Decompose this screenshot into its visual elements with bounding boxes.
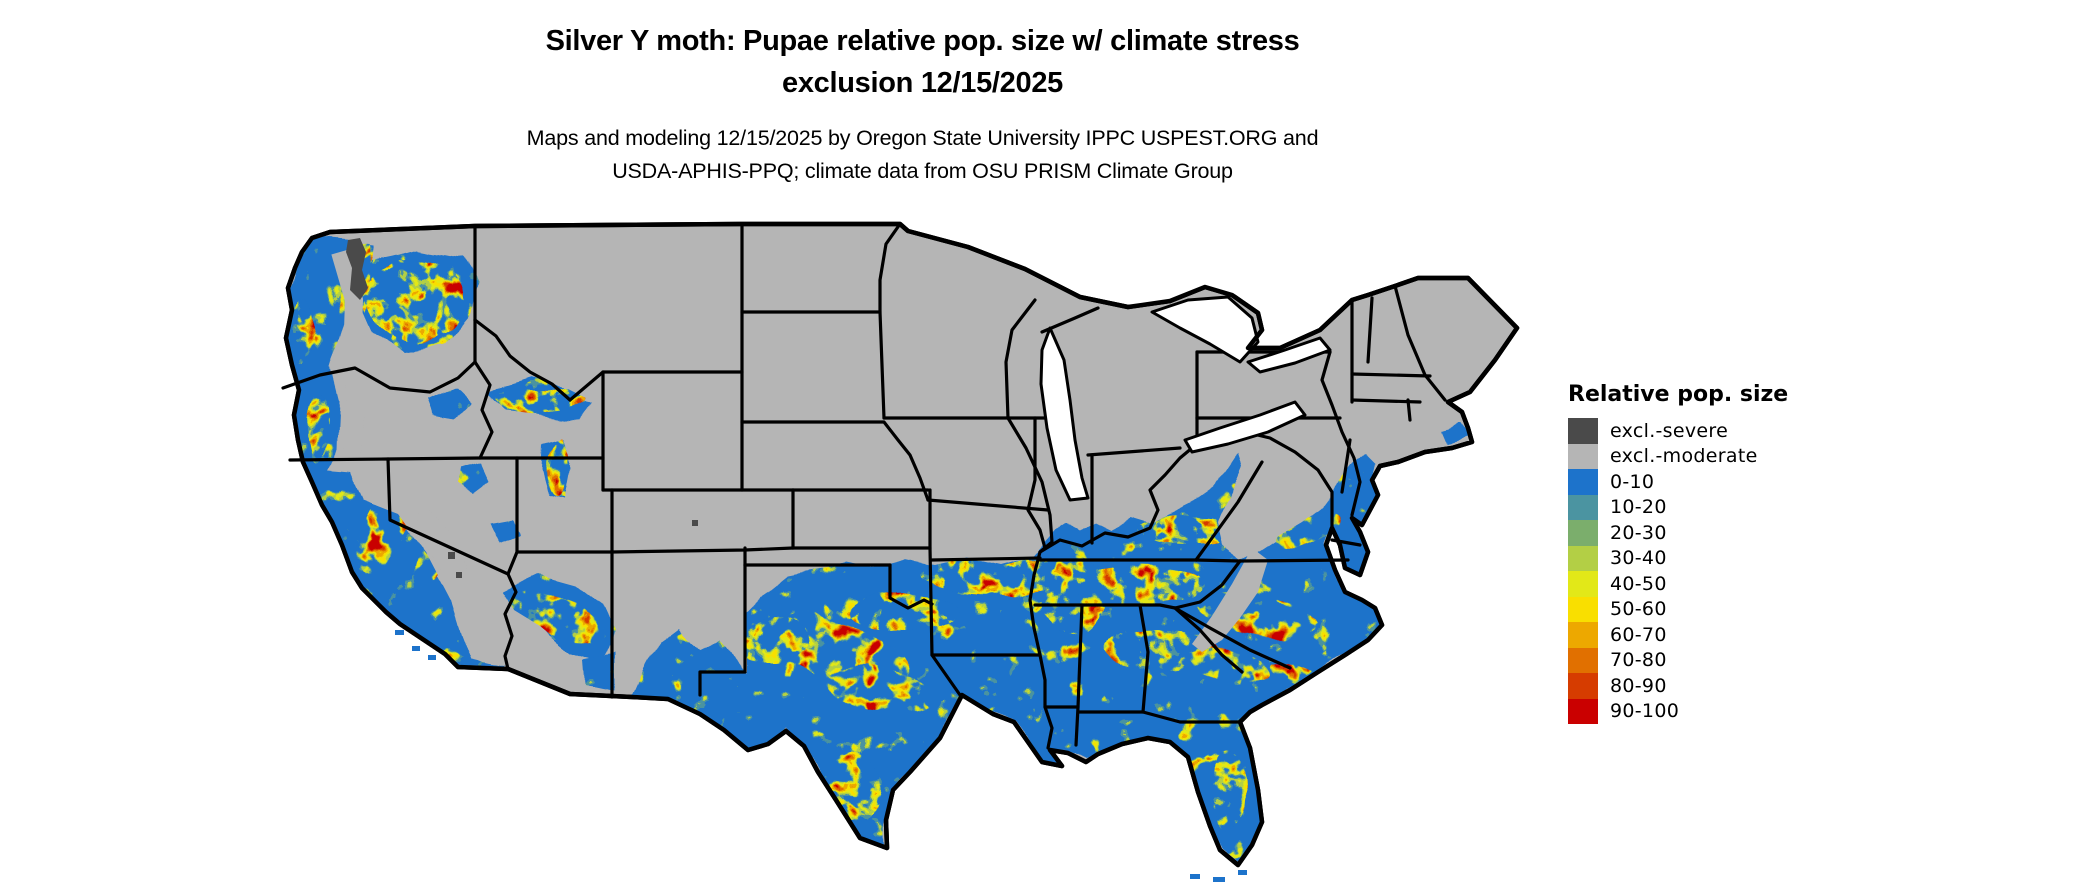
map-title-line2: exclusion 12/15/2025 (782, 67, 1063, 99)
legend-label: 50-60 (1610, 598, 1667, 621)
legend-item: 70-80 (1568, 647, 1788, 673)
legend-label: excl.-moderate (1610, 445, 1758, 468)
legend-item: 60-70 (1568, 622, 1788, 648)
legend-swatch-excl-moderate (1568, 443, 1598, 469)
lake-huron (1150, 295, 1260, 364)
legend-label: 80-90 (1610, 674, 1667, 697)
legend-item: 80-90 (1568, 673, 1788, 699)
legend-label: 70-80 (1610, 649, 1667, 672)
map-subtitle-line1: Maps and modeling 12/15/2025 by Oregon S… (526, 126, 1319, 150)
legend-item: 90-100 (1568, 698, 1788, 724)
legend-swatch-50-60 (1568, 596, 1598, 622)
legend-item: excl.-severe (1568, 418, 1788, 444)
legend-label: 60-70 (1610, 623, 1667, 646)
legend-swatch-20-30 (1568, 520, 1598, 546)
legend-label: 40-50 (1610, 572, 1667, 595)
lake-erie (1183, 400, 1307, 454)
legend-label: 0-10 (1610, 470, 1655, 493)
map-subtitle-line2: USDA-APHIS-PPQ; climate data from OSU PR… (612, 159, 1233, 183)
legend-label: excl.-severe (1610, 419, 1729, 442)
legend-swatch-excl-severe (1568, 418, 1598, 444)
state-borders (281, 222, 1447, 750)
legend-rows: excl.-severe excl.-moderate 0-10 10-20 2… (1568, 418, 1788, 724)
legend-swatch-90-100 (1568, 698, 1598, 724)
legend-item: 40-50 (1568, 571, 1788, 597)
great-lakes (905, 226, 1332, 502)
legend-item: excl.-moderate (1568, 443, 1788, 469)
legend-swatch-60-70 (1568, 622, 1598, 648)
legend-swatch-40-50 (1568, 571, 1598, 597)
legend-label: 90-100 (1610, 700, 1680, 723)
lake-ontario (1246, 336, 1332, 374)
legend-swatch-80-90 (1568, 673, 1598, 699)
header: Silver Y moth: Pupae relative pop. size … (0, 20, 1845, 188)
legend-label: 10-20 (1610, 496, 1667, 519)
legend-label: 20-30 (1610, 521, 1667, 544)
islands (395, 630, 1247, 882)
lake-superior (905, 226, 1238, 306)
legend-item: 0-10 (1568, 469, 1788, 495)
legend-swatch-30-40 (1568, 545, 1598, 571)
legend-item: 20-30 (1568, 520, 1788, 546)
legend-label: 30-40 (1610, 547, 1667, 570)
lake-michigan (1039, 326, 1090, 502)
severe-exclusion-specks (346, 238, 698, 578)
legend-item: 30-40 (1568, 545, 1788, 571)
legend-swatch-0-10 (1568, 469, 1598, 495)
map-title-line1: Silver Y moth: Pupae relative pop. size … (545, 25, 1300, 57)
legend-swatch-10-20 (1568, 494, 1598, 520)
legend-title: Relative pop. size (1568, 382, 1789, 407)
legend: Relative pop. size excl.-severe excl.-mo… (1568, 382, 1788, 724)
legend-item: 10-20 (1568, 494, 1788, 520)
legend-item: 50-60 (1568, 596, 1788, 622)
legend-swatch-70-80 (1568, 647, 1598, 673)
